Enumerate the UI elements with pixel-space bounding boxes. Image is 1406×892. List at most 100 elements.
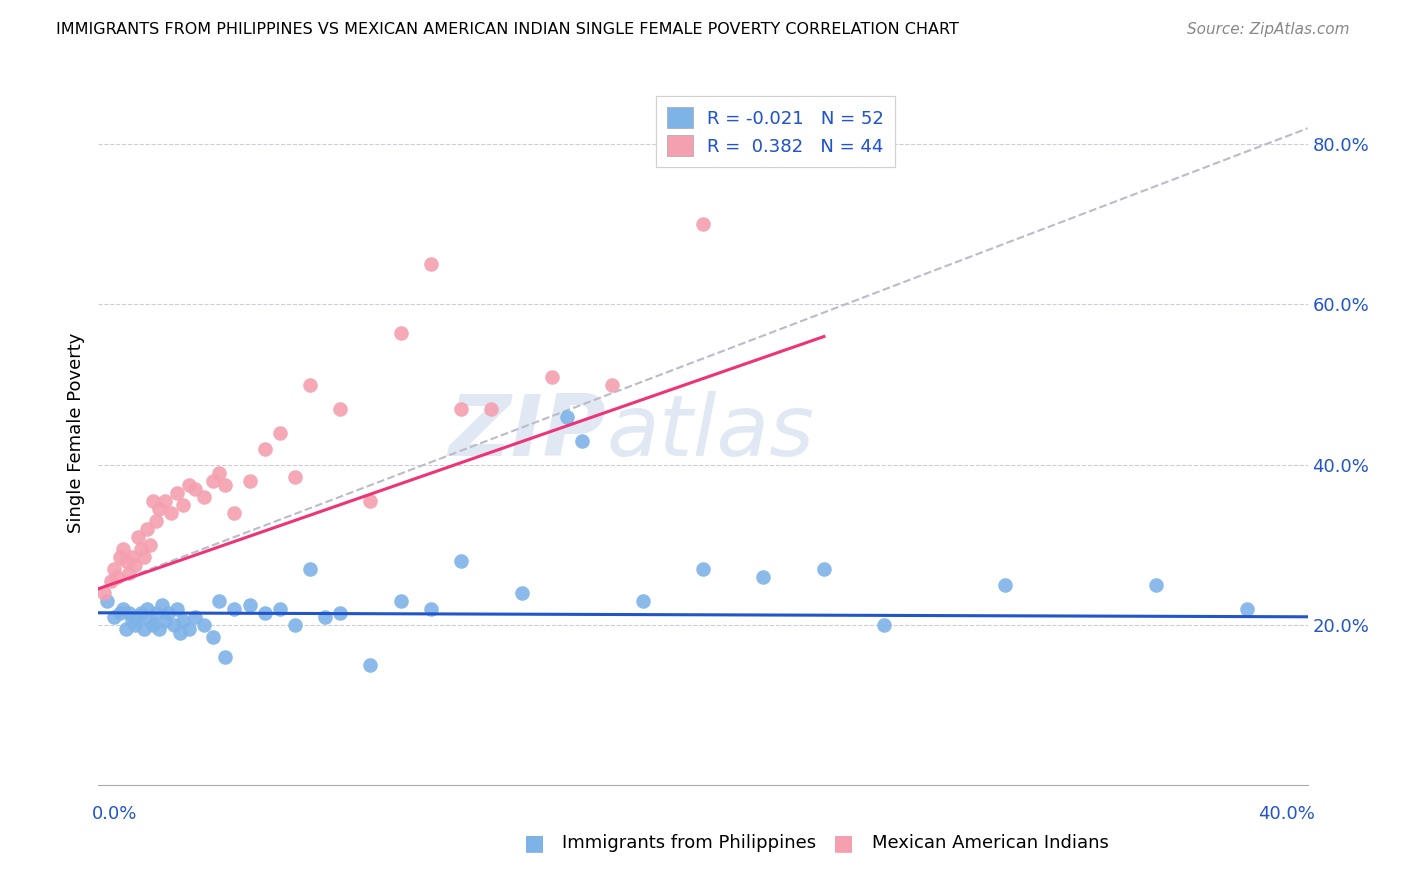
Point xyxy=(127,530,149,544)
Point xyxy=(224,506,246,520)
Point xyxy=(129,606,152,620)
Point xyxy=(329,401,352,416)
Point xyxy=(124,617,146,632)
Text: Source: ZipAtlas.com: Source: ZipAtlas.com xyxy=(1187,22,1350,37)
Point xyxy=(153,614,176,628)
Point xyxy=(150,598,173,612)
Point xyxy=(153,493,176,508)
Point xyxy=(145,514,167,528)
Point xyxy=(105,570,128,584)
Point xyxy=(208,594,231,608)
Point xyxy=(142,493,165,508)
Point xyxy=(540,369,562,384)
Point xyxy=(184,609,207,624)
Point xyxy=(166,601,188,615)
Point xyxy=(269,601,291,615)
Point xyxy=(1236,601,1258,615)
Point xyxy=(299,377,322,392)
Point xyxy=(184,482,207,496)
Point xyxy=(631,594,654,608)
Point xyxy=(132,622,155,636)
Point xyxy=(179,477,201,491)
Text: 0.0%: 0.0% xyxy=(91,805,136,822)
Point xyxy=(145,606,167,620)
Point xyxy=(420,257,443,271)
Point xyxy=(132,549,155,564)
Point xyxy=(752,570,775,584)
Point xyxy=(873,617,896,632)
Point xyxy=(135,601,157,615)
Point xyxy=(389,326,412,340)
Text: Mexican American Indians: Mexican American Indians xyxy=(872,834,1108,852)
Point xyxy=(1144,578,1167,592)
Point xyxy=(208,466,231,480)
Point xyxy=(481,401,503,416)
Point xyxy=(253,442,276,456)
Point xyxy=(139,538,162,552)
Point xyxy=(214,477,236,491)
Point xyxy=(103,609,125,624)
Point xyxy=(163,617,186,632)
Text: ZIP: ZIP xyxy=(449,391,606,475)
Text: ■: ■ xyxy=(834,833,853,853)
Point xyxy=(160,506,183,520)
Point xyxy=(179,622,201,636)
Text: 40.0%: 40.0% xyxy=(1258,805,1315,822)
Point xyxy=(172,614,194,628)
Point xyxy=(121,549,143,564)
Point xyxy=(253,606,276,620)
Point xyxy=(114,622,136,636)
Point xyxy=(148,501,170,516)
Point xyxy=(127,609,149,624)
Point xyxy=(169,625,191,640)
Point xyxy=(139,614,162,628)
Point xyxy=(172,498,194,512)
Point xyxy=(118,606,141,620)
Point xyxy=(389,594,412,608)
Text: IMMIGRANTS FROM PHILIPPINES VS MEXICAN AMERICAN INDIAN SINGLE FEMALE POVERTY COR: IMMIGRANTS FROM PHILIPPINES VS MEXICAN A… xyxy=(56,22,959,37)
Point xyxy=(239,598,262,612)
Point xyxy=(360,493,382,508)
Point xyxy=(142,617,165,632)
Point xyxy=(450,401,472,416)
Point xyxy=(329,606,352,620)
Point xyxy=(193,617,215,632)
Point xyxy=(602,377,624,392)
Point xyxy=(284,469,307,483)
Point xyxy=(148,622,170,636)
Point xyxy=(124,558,146,572)
Point xyxy=(224,601,246,615)
Point xyxy=(239,474,262,488)
Point xyxy=(135,522,157,536)
Point xyxy=(111,541,134,556)
Point xyxy=(193,490,215,504)
Point xyxy=(202,474,225,488)
Point xyxy=(813,562,835,576)
Point xyxy=(450,554,472,568)
Point xyxy=(121,614,143,628)
Point xyxy=(100,574,122,588)
Text: ■: ■ xyxy=(524,833,544,853)
Point xyxy=(93,586,115,600)
Point xyxy=(571,434,593,448)
Point xyxy=(114,554,136,568)
Point xyxy=(314,609,336,624)
Point xyxy=(555,409,578,424)
Point xyxy=(692,562,714,576)
Point xyxy=(156,606,179,620)
Point xyxy=(813,137,835,152)
Point xyxy=(108,606,131,620)
Text: atlas: atlas xyxy=(606,391,814,475)
Y-axis label: Single Female Poverty: Single Female Poverty xyxy=(66,333,84,533)
Point xyxy=(103,562,125,576)
Point xyxy=(214,649,236,664)
Point xyxy=(284,617,307,632)
Point xyxy=(420,601,443,615)
Point xyxy=(510,586,533,600)
Text: Immigrants from Philippines: Immigrants from Philippines xyxy=(562,834,817,852)
Point xyxy=(692,218,714,232)
Point xyxy=(118,566,141,580)
Point xyxy=(166,485,188,500)
Point xyxy=(360,657,382,672)
Legend: R = -0.021   N = 52, R =  0.382   N = 44: R = -0.021 N = 52, R = 0.382 N = 44 xyxy=(657,96,894,167)
